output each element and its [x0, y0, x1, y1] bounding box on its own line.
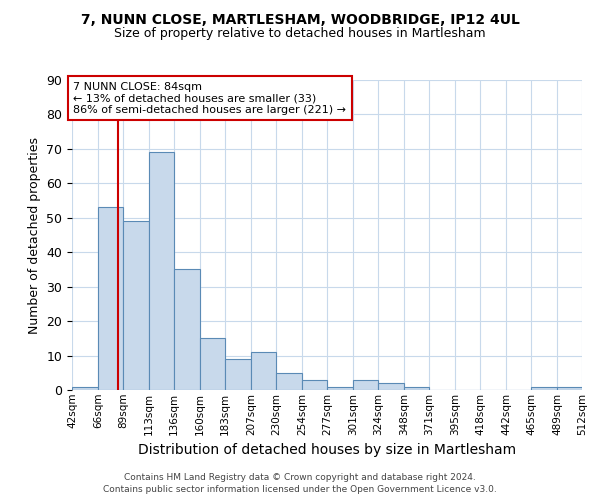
Text: 7 NUNN CLOSE: 84sqm
← 13% of detached houses are smaller (33)
86% of semi-detach: 7 NUNN CLOSE: 84sqm ← 13% of detached ho… [73, 82, 346, 115]
Bar [174, 270, 200, 390]
Bar [149, 152, 174, 390]
Bar [276, 373, 302, 390]
Bar [378, 383, 404, 390]
Bar [404, 386, 429, 390]
Y-axis label: Number of detached properties: Number of detached properties [28, 136, 41, 334]
Bar [251, 352, 276, 390]
Text: Contains HM Land Registry data © Crown copyright and database right 2024.: Contains HM Land Registry data © Crown c… [124, 472, 476, 482]
Bar [557, 386, 582, 390]
Bar [531, 386, 557, 390]
Bar [72, 386, 98, 390]
Bar [98, 208, 123, 390]
Bar [353, 380, 378, 390]
Text: Size of property relative to detached houses in Martlesham: Size of property relative to detached ho… [114, 28, 486, 40]
Bar [225, 359, 251, 390]
Bar [302, 380, 327, 390]
Text: Contains public sector information licensed under the Open Government Licence v3: Contains public sector information licen… [103, 485, 497, 494]
X-axis label: Distribution of detached houses by size in Martlesham: Distribution of detached houses by size … [138, 443, 516, 457]
Bar [200, 338, 225, 390]
Bar [123, 221, 149, 390]
Text: 7, NUNN CLOSE, MARTLESHAM, WOODBRIDGE, IP12 4UL: 7, NUNN CLOSE, MARTLESHAM, WOODBRIDGE, I… [80, 12, 520, 26]
Bar [327, 386, 353, 390]
